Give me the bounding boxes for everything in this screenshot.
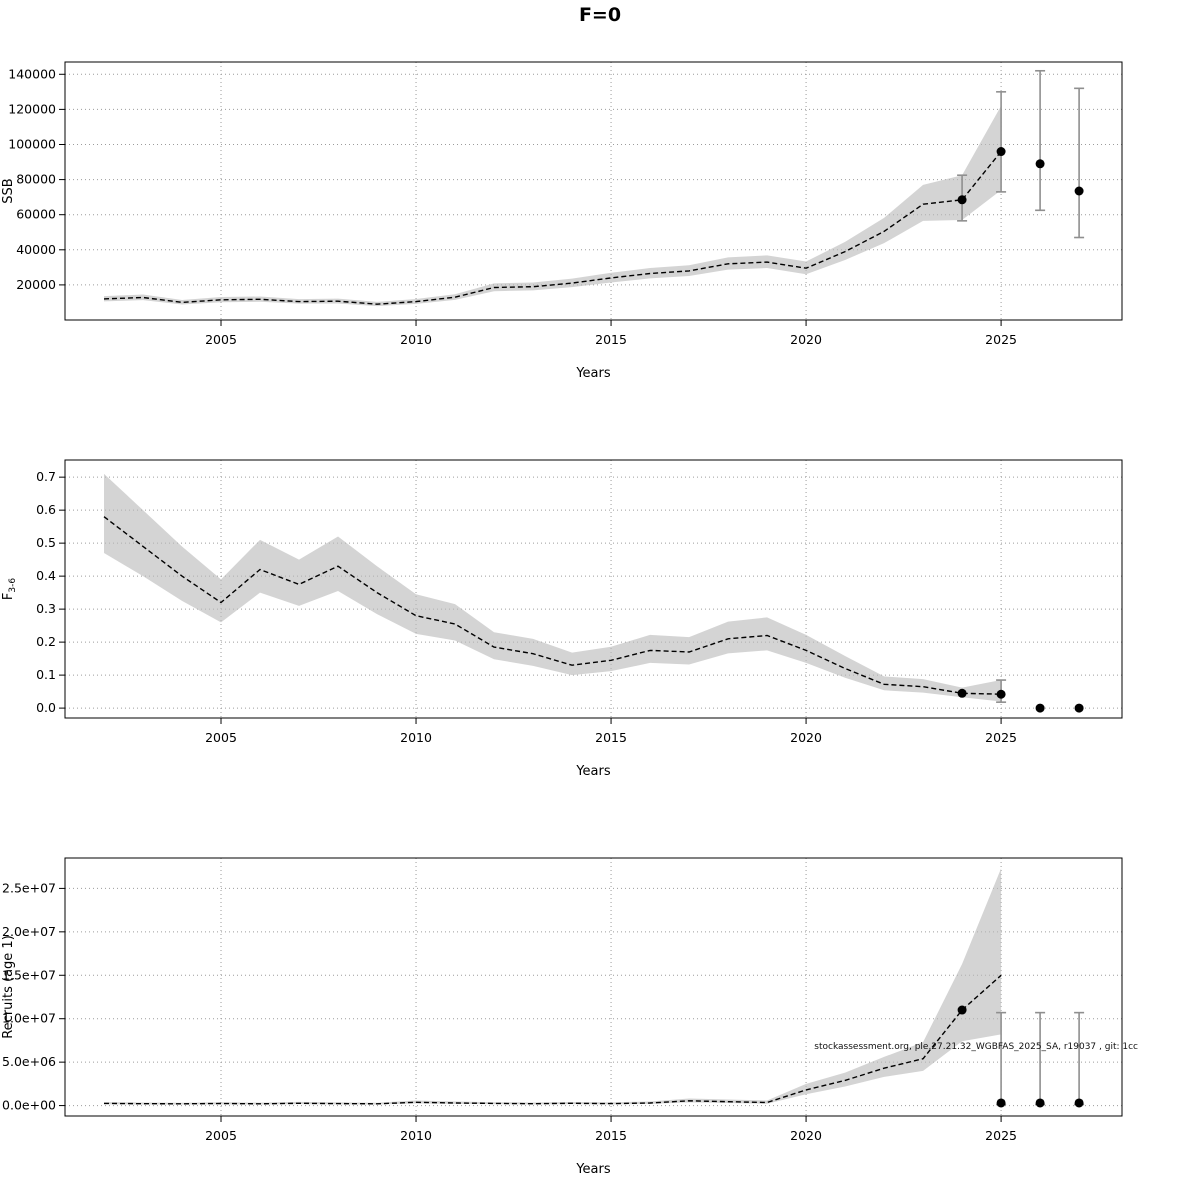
confidence-band: [104, 105, 1002, 307]
x-tick-label: 2010: [400, 1128, 432, 1143]
y-tick-label: 120000: [8, 101, 56, 116]
confidence-band: [104, 868, 1002, 1105]
confidence-band: [104, 473, 1002, 702]
y-tick-label: 2.5e+07: [2, 880, 56, 895]
x-tick-label: 2020: [790, 332, 822, 347]
forecast-point: [996, 147, 1006, 157]
forecast-point: [1074, 1098, 1084, 1108]
x-tick-label: 2020: [790, 730, 822, 745]
y-tick-label: 1.0e+07: [2, 1011, 56, 1026]
y-axis-label: SSB: [1, 178, 16, 203]
x-tick-label: 2005: [205, 1128, 237, 1143]
y-axis-label: F3-6: [1, 578, 18, 600]
x-axis-label: Years: [575, 1162, 611, 1177]
forecast-point: [996, 1098, 1006, 1108]
y-tick-label: 0.5: [36, 535, 56, 550]
y-tick-label: 0.0: [36, 700, 56, 715]
x-tick-label: 2010: [400, 332, 432, 347]
y-tick-label: 40000: [16, 242, 56, 257]
y-tick-label: 20000: [16, 277, 56, 292]
x-tick-label: 2025: [985, 1128, 1017, 1143]
y-tick-label: 5.0e+06: [2, 1054, 56, 1069]
y-tick-label: 1.5e+07: [2, 967, 56, 982]
forecast-point: [1035, 703, 1045, 713]
y-tick-label: 0.0e+00: [2, 1098, 56, 1113]
plot-border: [64, 61, 1123, 321]
watermark-text: stockassessment.org, ple.27.21.32_WGBFAS…: [814, 1042, 1138, 1052]
recruitment-chart: 2005 2010 2015 2020 2025 0.0e+00 5.0e+06 1.0e+0…: [1, 857, 1138, 1177]
forecast-point: [957, 688, 967, 698]
x-tick-label: 2005: [205, 332, 237, 347]
x-tick-label: 2025: [985, 730, 1017, 745]
x-tick-label: 2015: [595, 730, 627, 745]
estimate-line: [103, 974, 1002, 1105]
x-tick-label: 2010: [400, 730, 432, 745]
x-tick-label: 2015: [595, 1128, 627, 1143]
forecast-point: [957, 195, 967, 205]
plot-border: [64, 459, 1123, 719]
y-tick-label: 2.0e+07: [2, 924, 56, 939]
forecast-point: [1035, 159, 1045, 169]
y-axis-label: Recruits (age 1): [1, 935, 16, 1039]
x-tick-label: 2020: [790, 1128, 822, 1143]
plot-border: [64, 857, 1123, 1117]
y-tick-label: 140000: [8, 66, 56, 81]
x-tick-label: 2025: [985, 332, 1017, 347]
estimate-line: [103, 516, 1002, 695]
forecast-point: [1035, 1098, 1045, 1108]
forecast-point: [1074, 703, 1084, 713]
x-tick-label: 2005: [205, 730, 237, 745]
y-tick-label: 0.6: [36, 502, 56, 517]
y-tick-label: 0.3: [36, 601, 56, 616]
y-tick-label: 0.2: [36, 634, 56, 649]
x-tick-label: 2015: [595, 332, 627, 347]
forecast-point: [1074, 186, 1084, 196]
forecast-point: [996, 689, 1006, 699]
x-axis-label: Years: [575, 764, 611, 779]
ssb-chart: 2005 2010 2015 2020 2025 20000 40000 60000 80000…: [1, 61, 1123, 381]
forecast-point: [957, 1005, 967, 1015]
y-tick-label: 0.7: [36, 469, 56, 484]
y-tick-label: 0.4: [36, 568, 56, 583]
y-tick-label: 80000: [16, 172, 56, 187]
fishing-mortality-chart: 2005 2010 2015 2020 2025 0.0 0.1 0.2 0.3 0.4 0.5 0.…: [1, 459, 1123, 779]
y-tick-label: 60000: [16, 207, 56, 222]
figure-title: F=0: [578, 4, 622, 26]
y-tick-label: 0.1: [36, 667, 56, 682]
estimate-line: [103, 151, 1002, 305]
x-axis-label: Years: [575, 366, 611, 381]
y-tick-label: 100000: [8, 136, 56, 151]
